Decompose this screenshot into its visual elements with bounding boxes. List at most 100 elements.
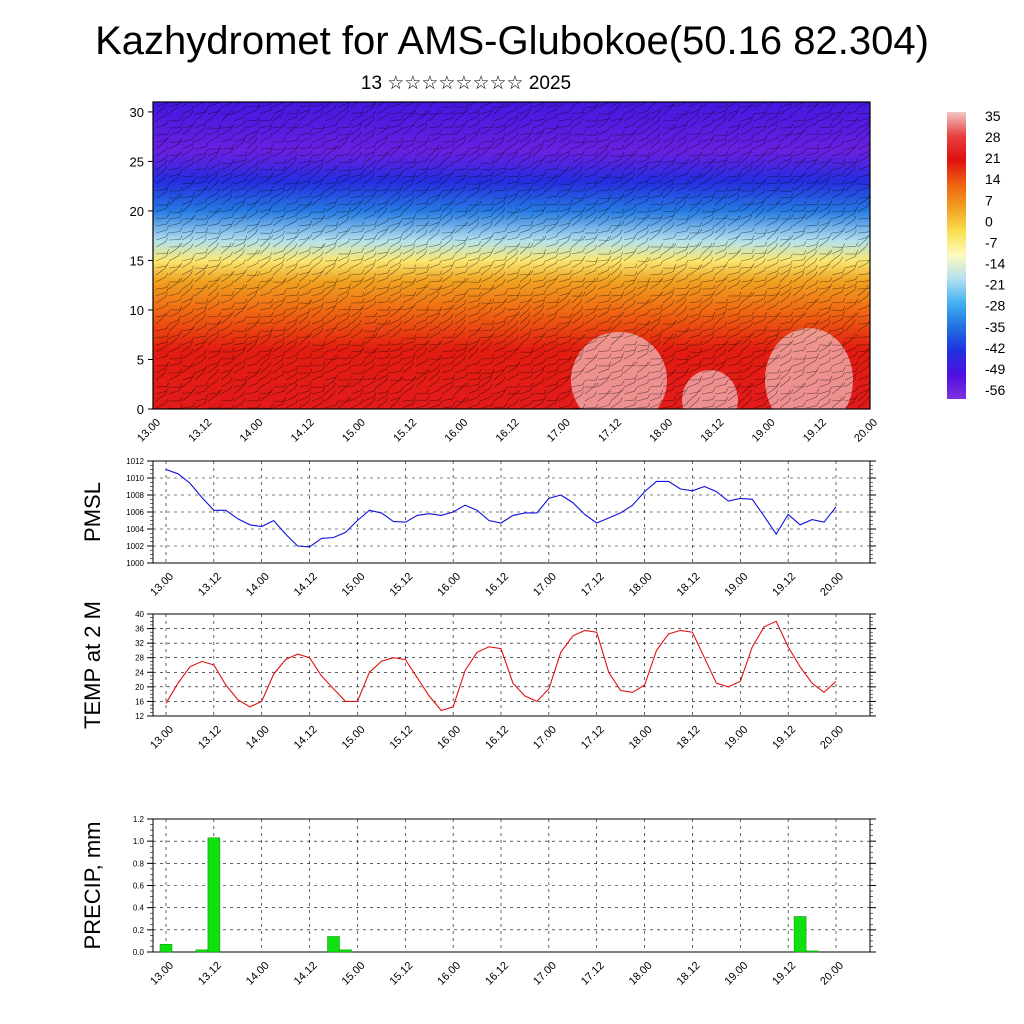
wind-barb: [831, 233, 841, 241]
wind-barb-flag: [306, 312, 310, 317]
wind-barb-flag: [504, 121, 508, 127]
wind-barb-flag: [218, 126, 221, 132]
wind-barb-flag: [166, 283, 170, 288]
wind-barb-flag: [178, 139, 181, 144]
wind-barb-flag: [426, 220, 430, 226]
wind-barb: [532, 271, 544, 276]
wind-barb-flag: [361, 292, 365, 297]
wind-barb-flag: [191, 294, 195, 299]
wind-barb-flag: [491, 142, 495, 148]
wind-barb-flag: [257, 318, 261, 323]
wind-barb: [649, 127, 659, 136]
wind-barb: [272, 210, 284, 213]
wind-barb: [805, 238, 817, 241]
wind-barb-flag: [218, 207, 222, 213]
colorbar-label: 21: [985, 150, 1001, 166]
wind-barb-flag: [270, 318, 274, 323]
wind-barb-flag: [257, 271, 261, 276]
wind-barb: [675, 136, 686, 143]
wind-barb-flag: [450, 207, 453, 213]
wind-barb-flag: [737, 105, 741, 111]
wind-barb: [311, 109, 323, 115]
wind-barb: [506, 246, 519, 248]
wind-barb-flag: [256, 286, 260, 292]
wind-barb-flag: [815, 264, 818, 270]
wind-barb: [779, 163, 790, 171]
wind-barb-flag: [554, 137, 557, 143]
wind-barb: [779, 175, 791, 178]
wind-barb: [233, 108, 244, 115]
wind-barb-flag: [464, 182, 468, 187]
wind-barb-flag: [281, 194, 285, 199]
wind-barb-flag: [348, 184, 351, 189]
wind-barb-flag: [230, 125, 233, 130]
wind-barb-flag: [673, 243, 677, 248]
wind-barb-flag: [555, 132, 559, 138]
wind-barb-flag: [671, 215, 675, 220]
wind-barb-flag: [424, 222, 428, 227]
wind-barb-flag: [530, 291, 534, 296]
wind-barb-flag: [815, 188, 819, 194]
wind-barb: [636, 122, 647, 129]
wind-barb-flag: [725, 298, 729, 303]
wind-barb: [376, 201, 388, 206]
wind-barb-flag: [582, 227, 586, 232]
wind-barb: [389, 119, 401, 122]
x-tick-label: 20.00: [852, 417, 880, 445]
wind-barb: [181, 247, 192, 255]
wind-barb: [324, 214, 336, 220]
wind-barb: [207, 265, 219, 269]
wind-barb-flag: [267, 242, 271, 247]
wind-barb: [558, 111, 570, 115]
wind-barb-flag: [296, 123, 300, 128]
wind-barb: [597, 176, 607, 185]
wind-barb-flag: [673, 309, 676, 314]
wind-barb-flag: [504, 148, 507, 153]
wind-barb-flag: [815, 287, 819, 292]
wind-barb-flag: [672, 146, 675, 151]
wind-barb-flag: [503, 132, 507, 138]
wind-barb: [753, 116, 765, 122]
wind-barb-flag: [748, 151, 752, 156]
wind-barb: [311, 230, 323, 234]
wind-barb-flag: [346, 292, 350, 297]
wind-barb: [155, 139, 167, 143]
wind-barb-flag: [671, 102, 674, 108]
x-tick-label: 13.12: [186, 417, 214, 445]
wind-barb-flag: [202, 270, 206, 275]
wind-barb: [168, 119, 181, 122]
wind-barb-flag: [658, 131, 662, 136]
wind-barb-flag: [426, 308, 429, 314]
wind-barb-flag: [528, 305, 531, 311]
wind-barb-flag: [451, 244, 454, 249]
wind-barb: [168, 177, 178, 185]
wind-barb: [597, 189, 610, 192]
wind-barb-flag: [464, 210, 468, 216]
wind-barb: [701, 153, 713, 157]
wind-barb-flag: [517, 226, 520, 231]
wind-barb-flag: [452, 122, 456, 127]
wind-barb: [636, 130, 648, 136]
wind-barb: [545, 226, 555, 234]
wind-barb: [844, 183, 854, 192]
wind-barb-flag: [256, 160, 259, 165]
wind-barb-flag: [270, 102, 272, 105]
wind-barb: [662, 150, 673, 157]
wind-barb-flag: [699, 264, 703, 269]
wind-barb-flag: [790, 234, 794, 240]
wind-barb-flag: [632, 159, 636, 164]
wind-barb-flag: [633, 286, 636, 291]
wind-barb-flag: [541, 306, 544, 311]
wind-barb-flag: [307, 109, 310, 114]
wind-barb: [233, 218, 243, 227]
wind-barb: [493, 282, 504, 290]
wind-barb: [298, 274, 308, 283]
wind-barb: [402, 317, 413, 325]
wind-barb: [168, 131, 180, 136]
wind-barb-flag: [803, 200, 807, 206]
wind-barb-flag: [205, 107, 209, 112]
wind-barb: [532, 143, 543, 150]
wind-barb-flag: [491, 217, 494, 223]
wind-barb: [402, 248, 413, 255]
wind-barb: [350, 211, 360, 220]
